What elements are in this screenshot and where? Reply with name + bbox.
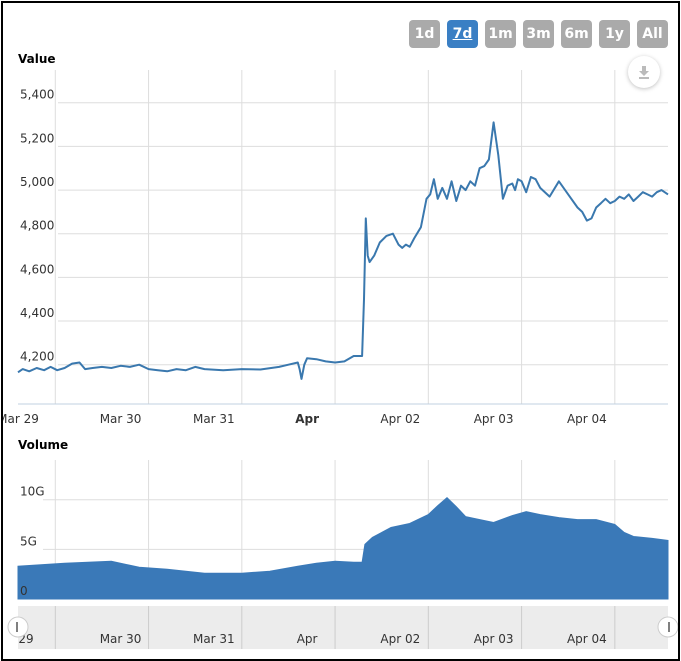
navigator-x-tick-label: Apr [297,632,318,646]
volume-area [17,497,669,600]
chart-svg: Value 4,200 4,400 4,600 4,800 5,000 5,200 5,40… [3,52,678,649]
volume-series [17,497,669,600]
range-1d-button[interactable]: 1d [409,20,440,48]
download-icon [639,66,649,79]
range-6m-button[interactable]: 6m [561,20,592,48]
value-x-tick-label: Apr 04 [567,412,607,426]
value-series [17,121,669,380]
value-x-tick-label: Mar 31 [193,412,235,426]
value-x-tick-label: Apr 02 [380,412,420,426]
value-y-tick-label: 5,200 [20,131,54,145]
volume-y-tick-label: 10G [20,485,45,499]
value-y-tick-label: 5,000 [20,175,54,189]
value-grid [54,70,668,404]
value-x-tick-label: Mar 29 [3,412,39,426]
value-y-tick-label: 4,200 [20,350,54,364]
navigator-right-handle[interactable] [657,616,678,638]
range-1y-button[interactable]: 1y [599,20,630,48]
range-7d-button[interactable]: 7d [447,20,478,48]
value-y-tick-label: 5,400 [20,88,54,102]
volume-panel-title: Volume [18,438,68,452]
navigator-x-tick-label: Apr 04 [567,632,607,646]
value-y-tick-label: 4,400 [20,306,54,320]
value-y-tick-label: 4,600 [20,262,54,276]
range-1m-button[interactable]: 1m [485,20,516,48]
export-menu-button[interactable] [628,56,660,88]
range-all-button[interactable]: All [637,20,668,48]
navigator-background [18,606,668,649]
volume-y-tick-label: 5G [20,534,37,548]
navigator-left-handle[interactable] [7,616,29,638]
value-panel-title: Value [18,52,56,66]
value-line [17,121,669,380]
volume-y-tick-label: 0 [20,584,28,598]
navigator: 29 Mar 30 Mar 31 Apr Apr 02 Apr 03 Apr 04 [7,606,678,649]
value-y-axis: 4,200 4,400 4,600 4,800 5,000 5,200 5,400 [20,88,54,364]
navigator-x-tick-label: Mar 31 [193,632,235,646]
navigator-x-tick-label: Apr 02 [380,632,420,646]
value-x-tick-label: Mar 30 [100,412,142,426]
volume-y-axis: 0 5G 10G [20,485,45,598]
navigator-x-tick-label: Apr 03 [474,632,514,646]
value-y-tick-label: 4,800 [20,219,54,233]
value-x-axis: Mar 29 Mar 30 Mar 31 Apr Apr 02 Apr 03 Apr 04 [3,412,607,426]
value-x-tick-label: Apr 03 [474,412,514,426]
range-selector: 1d 7d 1m 3m 6m 1y All [409,20,668,48]
navigator-x-tick-label: Mar 30 [100,632,142,646]
value-x-tick-label: Apr [295,412,319,426]
range-3m-button[interactable]: 3m [523,20,554,48]
